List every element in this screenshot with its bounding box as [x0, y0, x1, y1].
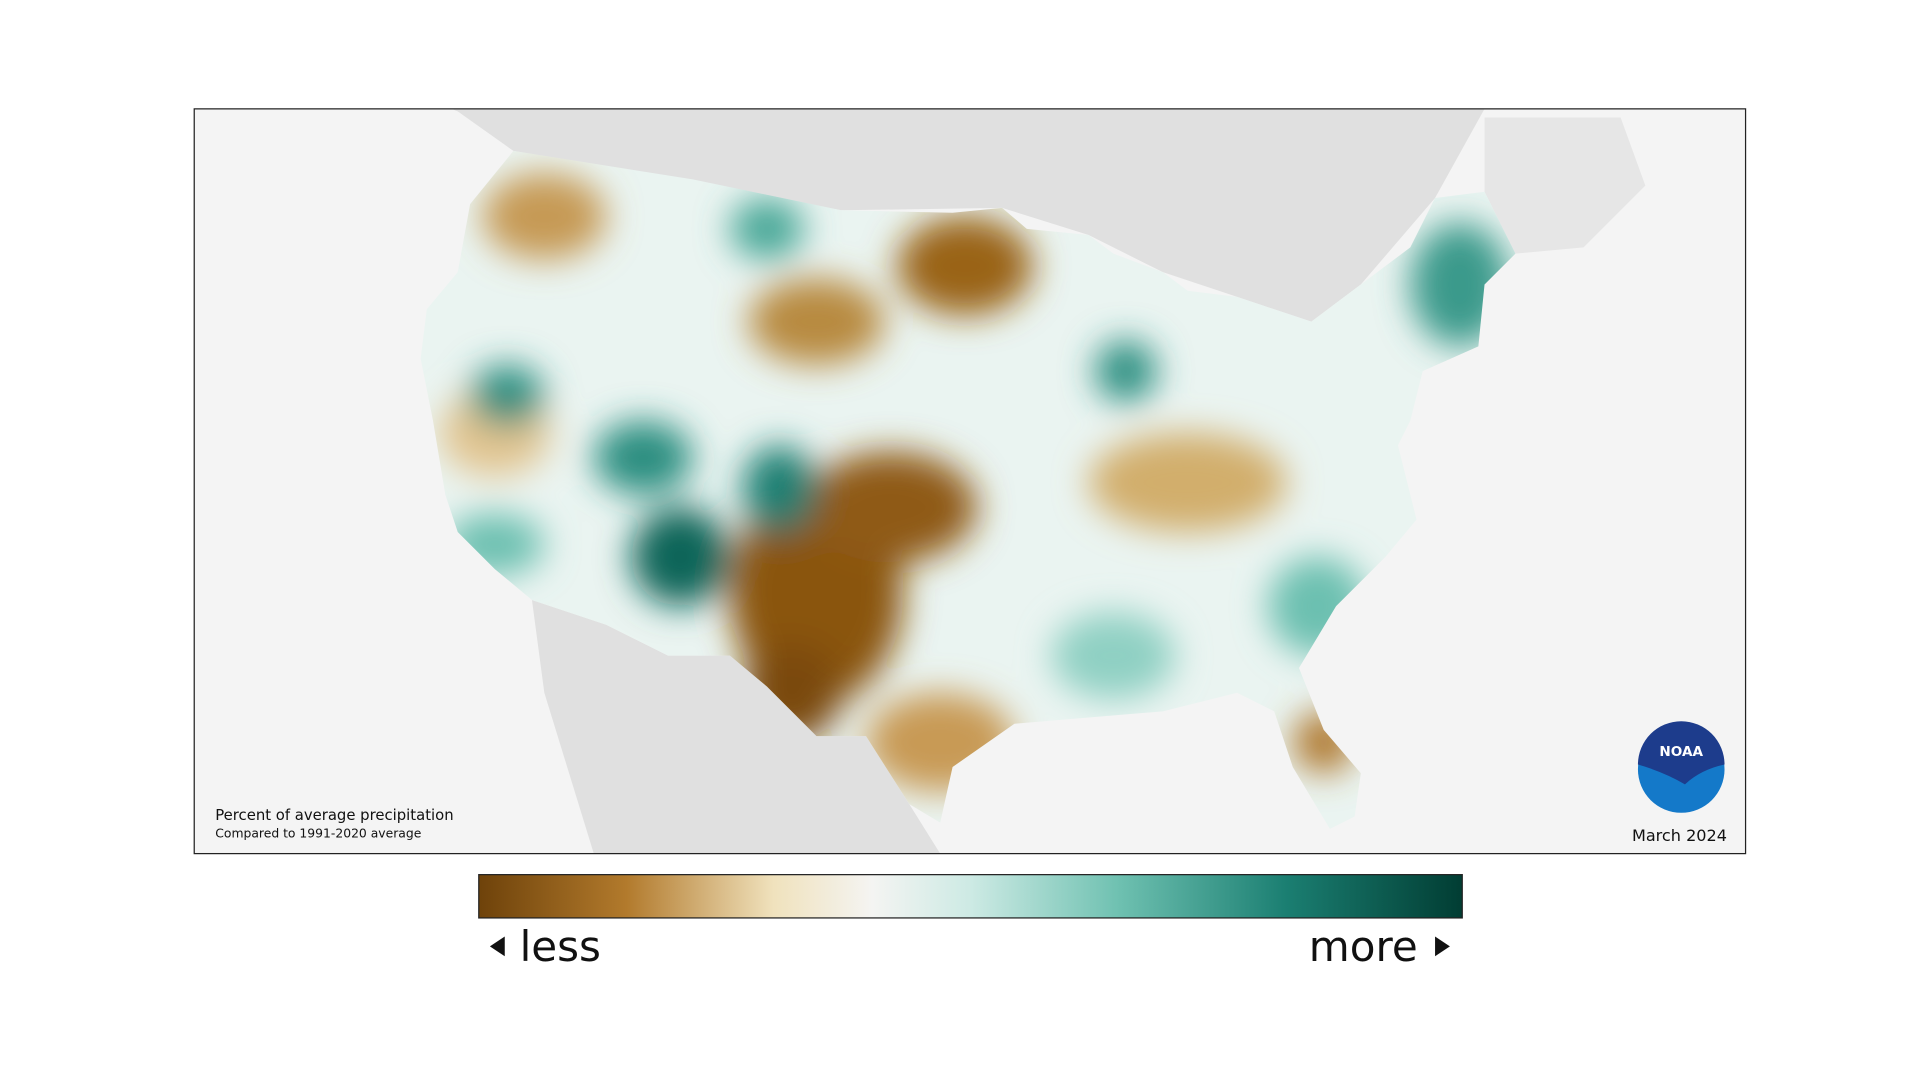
map-subtitle: Compared to 1991-2020 average: [215, 827, 421, 841]
more-arrow: [1435, 936, 1450, 957]
period-label: March 2024: [1632, 826, 1727, 845]
legend-low: less: [520, 922, 601, 971]
less-arrow: [489, 936, 505, 957]
noaa-logo: NOAA: [1637, 721, 1725, 813]
legend-high: more: [1309, 922, 1418, 971]
color-bar: [478, 874, 1463, 919]
logo-text: NOAA: [1659, 744, 1703, 760]
map-frame: [193, 108, 1747, 855]
map-title: Percent of average precipitation: [215, 807, 453, 824]
